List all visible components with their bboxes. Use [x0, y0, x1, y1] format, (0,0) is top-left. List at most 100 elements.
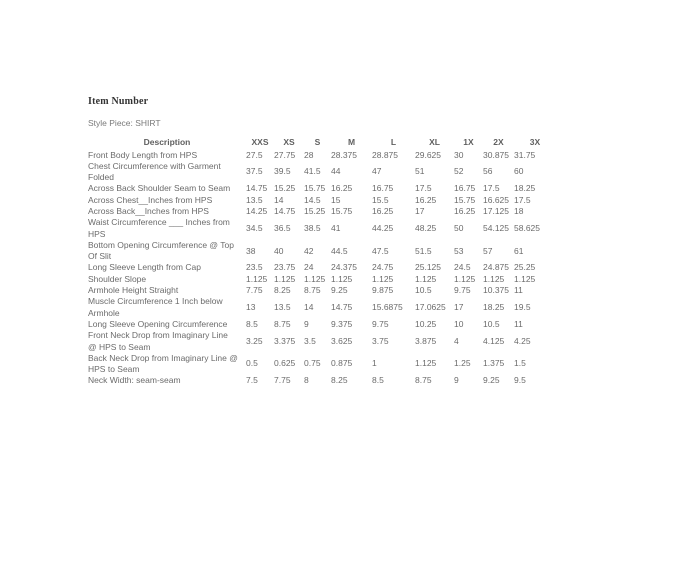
row-value: 24.875	[483, 262, 509, 273]
row-value: 0.625	[274, 358, 296, 369]
row-value: 1.125	[274, 273, 296, 284]
row-value: 27.75	[274, 149, 296, 160]
row-value: 40	[274, 245, 284, 256]
row-value: 37.5	[246, 166, 263, 177]
row-value: 16.25	[331, 183, 353, 194]
row-value: 9	[304, 318, 309, 329]
row-value: 1.375	[483, 358, 505, 369]
row-value: 3.75	[372, 335, 389, 346]
row-value: 47.5	[372, 245, 389, 256]
row-value: 34.5	[246, 222, 263, 233]
row-value: 36.5	[274, 222, 291, 233]
row-value: 18.25	[514, 183, 536, 194]
row-value: 54.125	[483, 222, 509, 233]
row-value: 9	[454, 375, 459, 386]
table-row: Neck Width: seam-seam 7.5 7.75 8 8.25 8.5 8.75…	[88, 375, 556, 386]
row-value: 28.375	[331, 149, 357, 160]
table-row: Front Neck Drop from Imaginary Line @ HP…	[88, 330, 556, 353]
row-value: 1.5	[514, 358, 526, 369]
row-value: 8.25	[331, 375, 348, 386]
table-row: Long Sleeve Length from Cap 23.5 23.75 24 24…	[88, 262, 556, 273]
spec-table-body: Front Body Length from HPS 27.5 27.75 28 28.…	[88, 150, 556, 387]
row-value: 51	[415, 166, 425, 177]
table-row: Across Back__Inches from HPS 14.25 14.75 15…	[88, 206, 556, 217]
row-description: Across Chest__Inches from HPS	[88, 194, 213, 205]
table-row: Chest Circumference with Garment Folded 3…	[88, 161, 556, 184]
row-value: 17.5	[415, 183, 432, 194]
row-value: 17.5	[483, 183, 500, 194]
item-number-heading: Item Number	[88, 96, 149, 107]
row-value: 4.125	[483, 335, 505, 346]
table-row: Shoulder Slope 1.125 1.125 1.125 1.125 1.125 1…	[88, 274, 556, 285]
row-value: 30	[454, 149, 464, 160]
table-row: Back Neck Drop from Imaginary Line @ HPS…	[88, 353, 556, 376]
row-description: Neck Width: seam-seam	[88, 375, 181, 386]
row-description: Long Sleeve Length from Cap	[88, 262, 201, 273]
row-value: 24.375	[331, 262, 357, 273]
row-value: 29.625	[415, 149, 441, 160]
row-value: 9.25	[331, 285, 348, 296]
column-header-size: M	[347, 137, 356, 147]
row-value: 50	[454, 222, 464, 233]
row-value: 42	[304, 245, 314, 256]
row-value: 28	[304, 149, 314, 160]
row-value: 1.125	[415, 273, 437, 284]
row-value: 14	[304, 302, 314, 312]
row-value: 61	[514, 245, 524, 256]
row-value: 15.25	[274, 183, 296, 194]
row-value: 8.75	[304, 285, 321, 296]
row-value: 27.5	[246, 149, 263, 160]
row-value: 44.5	[331, 245, 348, 256]
row-value: 9.875	[372, 285, 394, 296]
row-value: 0.5	[246, 358, 258, 369]
row-value: 13	[246, 302, 256, 312]
row-value: 3.5	[304, 335, 316, 346]
row-value: 15.6875	[372, 302, 403, 312]
row-value: 17.5	[514, 194, 531, 205]
row-description: Chest Circumference with Garment Folded	[88, 160, 221, 183]
row-value: 8.75	[415, 375, 432, 386]
row-value: 9.375	[331, 318, 353, 329]
row-value: 24.75	[372, 262, 394, 273]
row-value: 8.25	[274, 285, 291, 296]
row-description: Muscle Circumference 1 Inch below Armhol…	[88, 296, 223, 318]
row-value: 1.125	[514, 273, 536, 284]
row-value: 41	[331, 222, 341, 233]
row-value: 41.5	[304, 166, 321, 177]
row-value: 44	[331, 166, 341, 177]
row-value: 11	[514, 285, 523, 296]
row-value: 1.125	[331, 273, 353, 284]
table-row: Armhole Height Straight 7.75 8.25 8.75 9.25 9…	[88, 285, 556, 296]
table-row: Muscle Circumference 1 Inch below Armhol…	[88, 296, 556, 319]
column-header-size: L	[390, 137, 397, 147]
row-value: 1	[372, 358, 377, 369]
row-value: 14.75	[246, 183, 268, 194]
style-piece-label: Style Piece: SHIRT	[88, 118, 161, 128]
row-value: 31.75	[514, 149, 536, 160]
row-value: 1.125	[454, 273, 476, 284]
column-header-size: XXS	[251, 137, 269, 147]
row-value: 11	[514, 318, 523, 329]
column-header-size: S	[314, 137, 321, 147]
row-description: Front Body Length from HPS	[88, 149, 198, 160]
row-value: 7.75	[246, 285, 263, 296]
row-value: 18.25	[483, 302, 505, 312]
row-value: 7.75	[274, 375, 291, 386]
row-description: Front Neck Drop from Imaginary Line @ HP…	[88, 330, 228, 352]
document-content: Item Number Style Piece: SHIRT Descripti…	[88, 96, 556, 387]
row-value: 13.5	[274, 302, 291, 312]
row-value: 10	[454, 318, 464, 329]
row-description: Armhole Height Straight	[88, 285, 179, 296]
row-value: 48.25	[415, 222, 437, 233]
row-value: 56	[483, 166, 493, 177]
row-value: 52	[454, 166, 464, 177]
row-description: Waist Circumference ___ Inches from HPS	[88, 217, 230, 239]
row-value: 3.25	[246, 335, 263, 346]
row-value: 14.25	[246, 205, 268, 216]
row-value: 8.5	[246, 318, 258, 329]
row-value: 44.25	[372, 222, 394, 233]
row-value: 3.375	[274, 335, 296, 346]
row-value: 8	[304, 375, 309, 386]
table-row: Across Chest__Inches from HPS 13.5 14 14.5 1…	[88, 195, 556, 206]
row-value: 3.875	[415, 335, 437, 346]
